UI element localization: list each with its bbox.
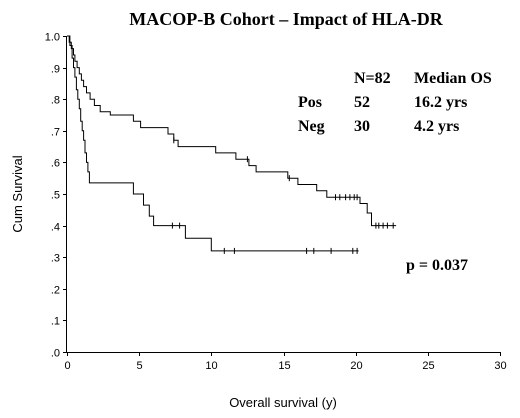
x-tick-label: 10	[205, 360, 217, 372]
chart-title: MACOP-B Cohort – Impact of HLA-DR	[129, 9, 443, 29]
y-axis-label: Cum Survival	[10, 155, 25, 232]
row-neg-n: 30	[354, 118, 370, 135]
x-tick-label: 5	[136, 360, 142, 372]
y-tick-label: .1	[51, 316, 60, 328]
x-ticks: 0 5 10 15 20 25 30	[64, 352, 507, 372]
x-tick-label: 0	[64, 360, 70, 372]
row-neg-median: 4.2 yrs	[414, 118, 459, 135]
survival-curves	[67, 35, 397, 254]
x-axis-label: Overall survival (y)	[229, 395, 337, 410]
y-tick-label: .3	[51, 253, 60, 265]
survival-curve-pos	[67, 35, 397, 227]
x-tick-label: 20	[350, 360, 362, 372]
y-tick-label: 1.0	[45, 32, 60, 44]
survival-curve-neg	[67, 35, 359, 252]
row-pos-median: 16.2 yrs	[414, 94, 467, 111]
annotation-table: N=82 Median OS Pos 52 16.2 yrs Neg 30 4.…	[298, 70, 492, 274]
y-ticks: .0 .1 .2 .3 .4 .5 .6 .7 .8 .9 1.0	[45, 32, 67, 360]
x-tick-label: 25	[422, 360, 434, 372]
y-tick-label: .0	[51, 348, 60, 360]
y-tick-label: .5	[51, 190, 60, 202]
y-tick-label: .4	[51, 222, 60, 234]
header-median: Median OS	[414, 70, 492, 87]
x-tick-label: 15	[278, 360, 290, 372]
y-tick-label: .7	[51, 127, 60, 139]
p-value: p = 0.037	[406, 257, 468, 274]
y-tick-label: .6	[51, 158, 60, 170]
y-tick-label: .2	[51, 285, 60, 297]
y-tick-label: .9	[51, 64, 60, 76]
x-tick-label: 30	[494, 360, 506, 372]
y-tick-label: .8	[51, 95, 60, 107]
header-n: N=82	[354, 70, 391, 87]
row-pos-n: 52	[354, 94, 370, 111]
row-neg-group: Neg	[298, 118, 325, 135]
row-pos-group: Pos	[298, 94, 322, 111]
